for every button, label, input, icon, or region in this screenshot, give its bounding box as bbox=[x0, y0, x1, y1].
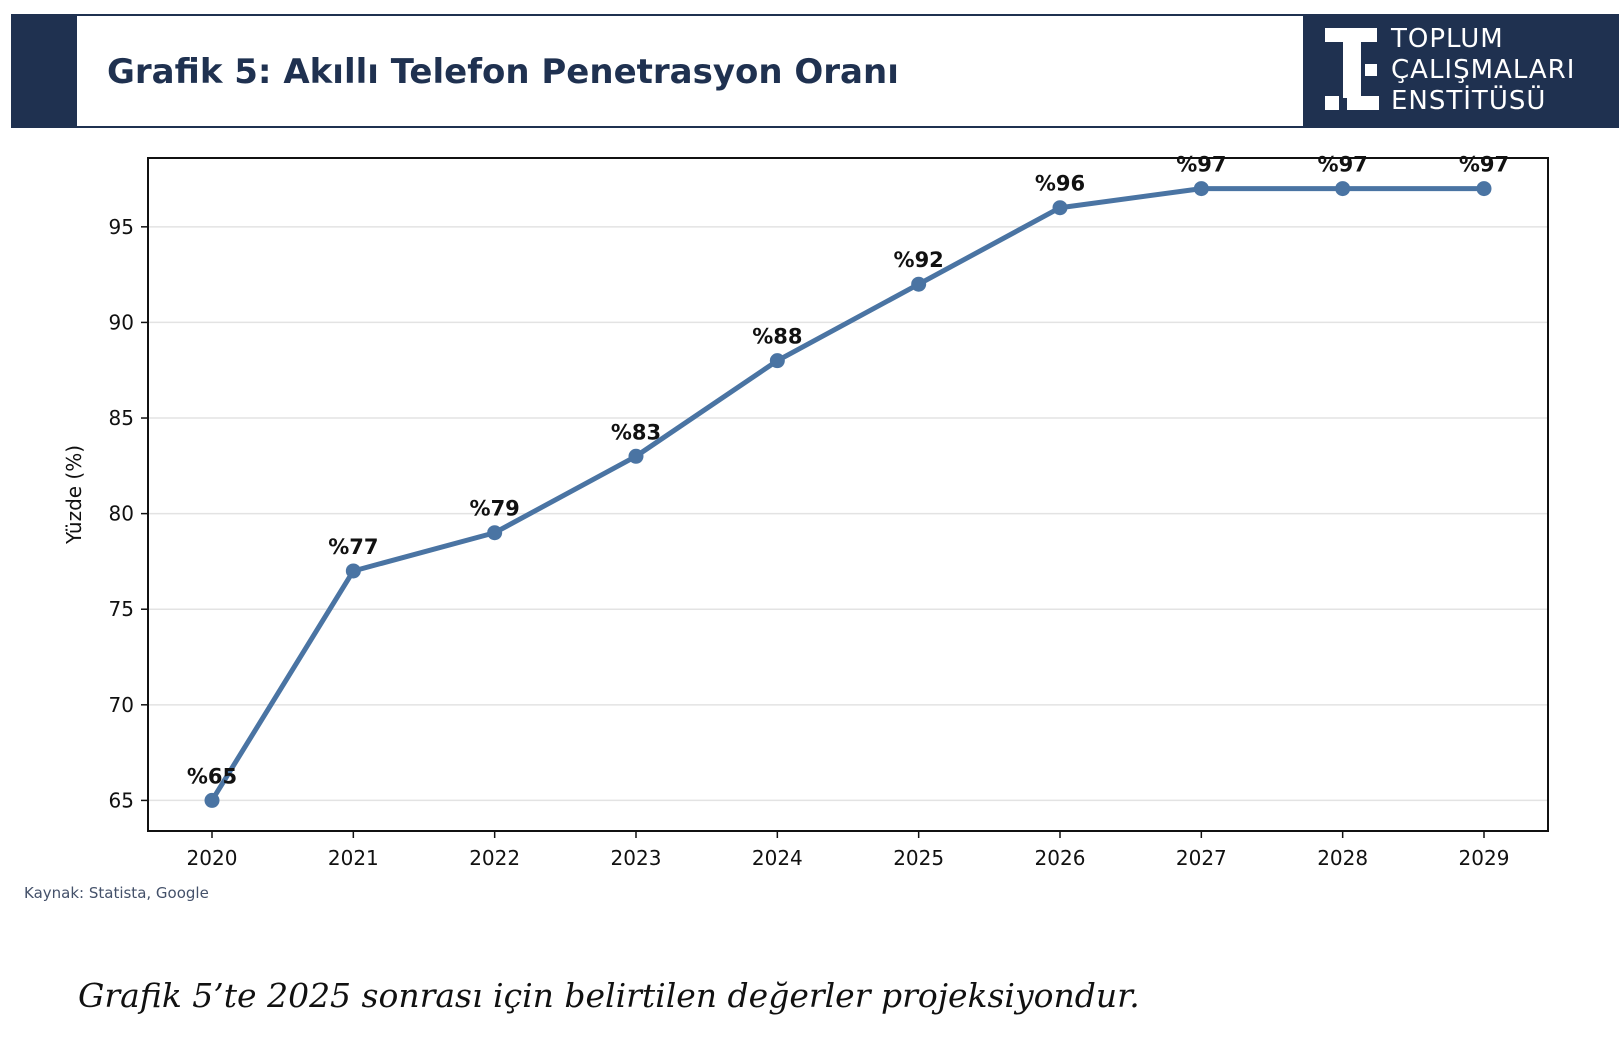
data-point bbox=[1052, 200, 1068, 216]
data-labels: %65 %77 %79 %83 %88 %92 %96 %97 %97 %97 bbox=[187, 153, 1509, 789]
logo-line-1: TOPLUM bbox=[1391, 24, 1504, 54]
header-accent-bar bbox=[13, 16, 77, 126]
logo-line-2: ÇALIŞMALARI bbox=[1391, 55, 1576, 85]
logo-text: TOPLUM ÇALIŞMALARI ENSTİTÜSÜ bbox=[1391, 24, 1575, 117]
page-title: Grafik 5: Akıllı Telefon Penetrasyon Ora… bbox=[107, 52, 899, 92]
data-label: %83 bbox=[611, 420, 661, 444]
x-tick-label: 2024 bbox=[752, 846, 803, 870]
data-point bbox=[1193, 181, 1209, 197]
data-point bbox=[1335, 181, 1351, 197]
y-tick-label: 65 bbox=[109, 788, 134, 812]
x-tick-label: 2028 bbox=[1317, 846, 1368, 870]
x-tick-label: 2020 bbox=[187, 846, 238, 870]
x-tick-label: 2023 bbox=[611, 846, 662, 870]
x-tick-label: 2026 bbox=[1035, 846, 1086, 870]
source-note: Kaynak: Statista, Google bbox=[24, 884, 209, 902]
plot-frame bbox=[147, 157, 1549, 832]
y-tick-label: 85 bbox=[109, 406, 134, 430]
y-tick-label: 70 bbox=[109, 693, 134, 717]
y-tick-label: 75 bbox=[109, 597, 134, 621]
data-point bbox=[1476, 181, 1492, 197]
x-tick-label: 2029 bbox=[1459, 846, 1510, 870]
x-tick-label: 2025 bbox=[893, 846, 944, 870]
data-label: %97 bbox=[1318, 153, 1368, 177]
data-label: %88 bbox=[752, 325, 802, 349]
footnote: Grafik 5’te 2025 sonrası için belirtilen… bbox=[78, 976, 1140, 1015]
x-tick-label: 2021 bbox=[328, 846, 379, 870]
data-label: %77 bbox=[328, 535, 378, 559]
series-line bbox=[209, 186, 1487, 803]
data-label: %92 bbox=[894, 248, 944, 272]
data-label: %65 bbox=[187, 764, 237, 788]
data-points bbox=[204, 181, 1492, 808]
y-tick-label: 95 bbox=[109, 215, 134, 239]
x-tick-label: 2027 bbox=[1176, 846, 1227, 870]
y-tick-label: 90 bbox=[109, 310, 134, 334]
y-axis-label: Yüzde (%) bbox=[62, 445, 86, 545]
data-label: %97 bbox=[1459, 153, 1509, 177]
data-point bbox=[345, 563, 361, 579]
header: Grafik 5: Akıllı Telefon Penetrasyon Ora… bbox=[11, 14, 1619, 128]
y-axis: 65 70 75 80 85 90 95 bbox=[109, 215, 148, 812]
data-point bbox=[487, 525, 503, 541]
grid-lines bbox=[148, 226, 1548, 802]
data-point bbox=[769, 353, 785, 369]
logo-line-3: ENSTİTÜSÜ bbox=[1391, 86, 1547, 116]
data-label: %97 bbox=[1176, 153, 1226, 177]
data-point bbox=[911, 276, 927, 292]
data-point bbox=[204, 792, 220, 808]
logo-mark-icon bbox=[1325, 28, 1379, 110]
data-label: %96 bbox=[1035, 172, 1085, 196]
data-label: %79 bbox=[470, 497, 520, 521]
data-point bbox=[628, 448, 644, 464]
y-tick-label: 80 bbox=[109, 502, 134, 526]
x-tick-label: 2022 bbox=[469, 846, 520, 870]
logo: TOPLUM ÇALIŞMALARI ENSTİTÜSÜ bbox=[1303, 16, 1617, 126]
x-axis: 2020 2021 2022 2023 2024 2025 2026 2027 2028 2029 bbox=[187, 831, 1510, 870]
